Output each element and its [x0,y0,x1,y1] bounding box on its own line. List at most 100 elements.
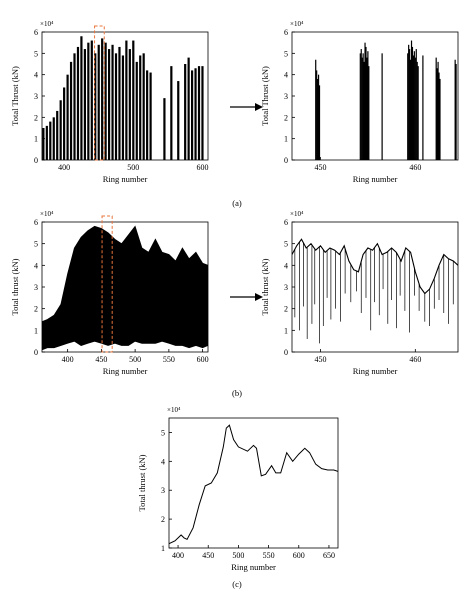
data-bar [437,61,439,160]
data-bar [410,40,413,160]
data-bar [187,57,190,160]
y-tick-label: 5 [161,428,165,437]
data-bar [315,59,317,160]
x-tick-label: 400 [62,355,74,364]
plot-body [315,40,457,160]
y-axis-title: Total thrust (kN) [137,454,147,511]
x-tick-label: 460 [409,163,421,172]
x-tick-label: 500 [232,551,244,560]
data-bar [80,36,83,160]
y-tick-label: 6 [284,218,288,227]
y-tick-label: 4 [161,457,165,466]
y-tick-label: 1 [284,326,288,335]
arrow-b [230,293,263,301]
data-bar [414,57,416,160]
data-bar [415,49,417,160]
data-bar [135,61,138,160]
data-bar [368,66,370,160]
y-tick-label: 1 [34,135,38,144]
data-bar [111,44,114,160]
data-bar [201,66,204,160]
data-bar [436,68,438,160]
highlight-box [94,25,105,161]
data-bar [146,70,149,160]
y-tick-label: 5 [34,49,38,58]
y-axis-title: Total thrust (kN) [10,258,20,315]
data-bar [184,64,187,160]
data-bar [439,78,441,160]
data-bar [49,121,52,160]
y-tick-label: 6 [34,218,38,227]
data-bar [42,128,45,160]
data-bar [163,98,166,160]
highlight-box [101,215,113,353]
panel-label-a: (a) [232,198,242,208]
y-tick-label: 4 [34,261,38,270]
data-bar [412,55,415,160]
y-tick-label: 3 [284,283,288,292]
y-tick-label: 5 [34,240,38,249]
data-bar [408,44,410,160]
y-multiplier-label: ×10⁴ [290,20,304,28]
x-axis-title: Ring number [103,174,148,184]
x-tick-label: 550 [263,551,275,560]
x-tick-label: 450 [95,355,107,364]
data-bar [142,53,145,160]
data-bar [87,42,90,160]
arrow-a [230,103,263,111]
data-bar [107,49,111,160]
y-tick-label: 3 [34,92,38,101]
panel-b-left-chart: 0 1 2 3 4 5 6 400 450 500 550 600 ×10⁴ Ring number Tot… [10,210,209,376]
x-tick-label: 460 [409,355,421,364]
data-bar [121,55,125,160]
y-tick-label: 3 [284,92,288,101]
x-axis-title: Ring number [353,174,398,184]
y-axis-title: Total Thrust (kN) [260,66,270,126]
data-bar [104,42,107,160]
data-bar [76,46,80,160]
data-bar [90,40,93,160]
data-bar [438,72,440,160]
y-tick-label: 0 [34,348,38,357]
y-tick-label: 2 [284,305,288,314]
data-bar [316,70,318,160]
y-tick-label: 4 [284,261,288,270]
data-bar [362,53,364,160]
x-axis-title: Ring number [353,366,398,376]
data-bar [97,44,100,160]
x-tick-label: 650 [323,551,335,560]
x-axis-title: Ring number [231,562,276,572]
x-axis-title: Ring number [103,366,148,376]
data-bar [125,40,128,160]
y-tick-label: 2 [34,113,38,122]
panel-label-b: (b) [232,388,242,398]
y-tick-label: 1 [34,326,38,335]
data-bar [177,81,180,160]
y-multiplier-label: ×10⁴ [167,406,181,414]
data-bar [139,55,142,160]
x-tick-label: 400 [58,163,70,172]
data-bar [454,59,456,160]
x-tick-label: 600 [197,355,209,364]
x-tick-label: 600 [293,551,305,560]
plot-body [42,225,208,351]
data-bar [59,100,62,160]
y-axis-title: Total Thrust (kN) [10,66,20,126]
data-bar [360,49,362,160]
data-bar [364,42,366,160]
data-bar [63,87,66,160]
data-bar [361,57,363,160]
data-bar [94,53,97,160]
data-bar [363,61,365,160]
panel-a-left-chart: 0 1 2 3 4 5 6 400 500 600 ×10⁴ Ring number Total Thr… [10,20,208,184]
x-tick-label: 500 [127,163,139,172]
y-multiplier-label: ×10⁴ [40,210,54,218]
data-bar [317,78,319,160]
y-tick-label: 3 [161,486,165,495]
y-tick-label: 0 [34,156,38,165]
panel-label-c: (c) [232,579,242,589]
data-bar [114,53,118,160]
data-bar [407,53,409,160]
x-tick-label: 450 [314,163,326,172]
